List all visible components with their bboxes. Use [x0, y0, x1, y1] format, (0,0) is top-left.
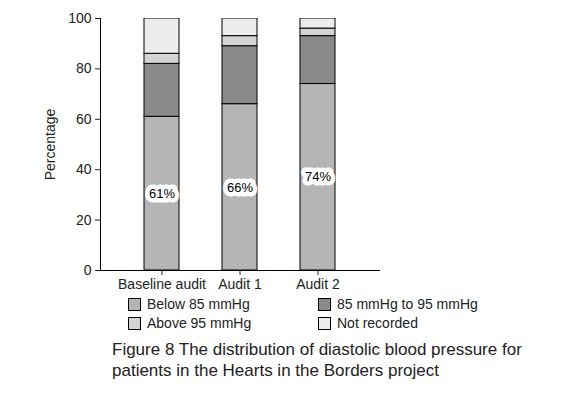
html-text:Above 95 mmHg: Above 95 mmHg — [147, 315, 252, 331]
svg-text:Percentage: Percentage — [42, 108, 58, 180]
svg-text:60: 60 — [76, 111, 92, 127]
html-text:85 mmHg to 95 mmHg: 85 mmHg to 95 mmHg — [337, 296, 478, 312]
svg-text:Audit 1: Audit 1 — [218, 276, 262, 292]
svg-text:74%: 74% — [305, 169, 331, 184]
svg-text:20: 20 — [76, 212, 92, 228]
svg-text:Baseline audit: Baseline audit — [118, 276, 206, 292]
svg-text:80: 80 — [76, 60, 92, 76]
svg-text:61%: 61% — [149, 186, 175, 201]
svg-text:100: 100 — [68, 10, 92, 26]
svg-text:0: 0 — [84, 262, 92, 278]
html-text:Figure 8 The distribution of d: Figure 8 The distribution of diastolic b… — [112, 340, 522, 381]
html-text:Below 85 mmHg: Below 85 mmHg — [147, 296, 250, 312]
svg-text:Audit 2: Audit 2 — [296, 276, 340, 292]
svg-text:40: 40 — [76, 161, 92, 177]
svg-text:66%: 66% — [227, 180, 253, 195]
html-text:Not recorded: Not recorded — [337, 315, 418, 331]
